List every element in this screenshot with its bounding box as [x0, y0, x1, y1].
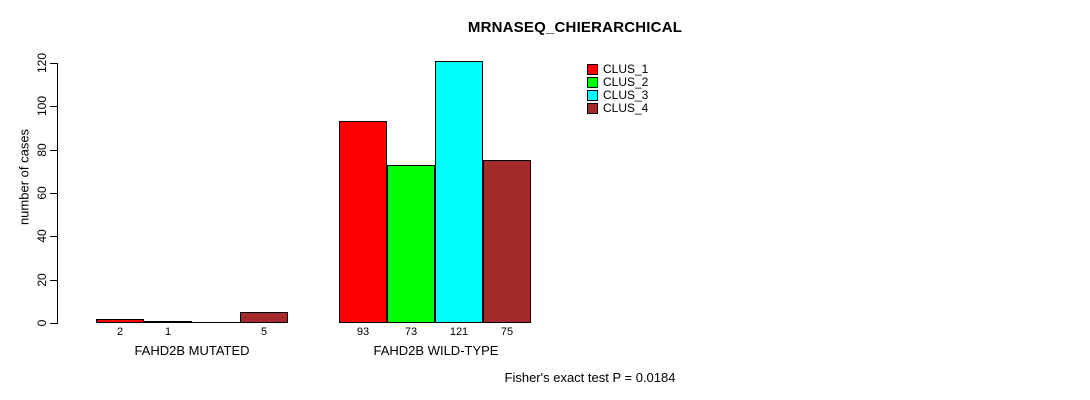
x-group-label-wild-type: FAHD2B WILD-TYPE	[373, 343, 499, 358]
bar-value-label: 5	[260, 326, 268, 338]
y-tick-label: 0	[35, 319, 49, 327]
bar-clus_4-group0	[240, 312, 288, 323]
y-tick-mark	[50, 150, 57, 151]
legend-swatch-icon	[587, 103, 598, 114]
y-tick-label: 80	[35, 143, 49, 157]
legend-item-clus_2: CLUS_2	[587, 76, 648, 89]
y-tick-mark	[50, 323, 57, 324]
legend-label: CLUS_3	[603, 88, 649, 102]
bar-value-label: 73	[404, 326, 418, 338]
legend-label: CLUS_2	[603, 75, 649, 89]
bar-value-label: 75	[500, 326, 514, 338]
bar-clus_4-group1	[483, 160, 531, 323]
bar-clus_1-group0	[96, 319, 144, 323]
legend-label: CLUS_4	[603, 101, 649, 115]
y-tick-mark	[50, 106, 57, 107]
legend-item-clus_4: CLUS_4	[587, 102, 648, 115]
bar-value-label: 2	[116, 326, 124, 338]
legend-label: CLUS_1	[603, 62, 649, 76]
legend-swatch-icon	[587, 77, 598, 88]
bar-clus_3-group1	[435, 61, 483, 323]
legend-swatch-icon	[587, 90, 598, 101]
y-tick-label: 20	[35, 273, 49, 287]
bar-value-label: 93	[356, 326, 370, 338]
chart-title: MRNASEQ_CHIERARCHICAL	[467, 19, 683, 36]
y-tick-label: 40	[35, 229, 49, 243]
bar-clus_2-group0	[144, 321, 192, 323]
bar-clus_2-group1	[387, 165, 435, 323]
y-axis-line	[57, 63, 58, 324]
y-axis-title: number of cases	[16, 128, 32, 226]
stat-annotation: Fisher's exact test P = 0.0184	[504, 370, 676, 385]
legend-item-clus_1: CLUS_1	[587, 63, 648, 76]
y-tick-mark	[50, 193, 57, 194]
legend: CLUS_1 CLUS_2 CLUS_3 CLUS_4	[587, 63, 648, 115]
y-tick-mark	[50, 63, 57, 64]
bar-value-label: 1	[164, 326, 172, 338]
y-tick-mark	[50, 280, 57, 281]
bar-clus_1-group1	[339, 121, 387, 323]
y-tick-label: 60	[35, 186, 49, 200]
bar-value-label: 121	[449, 326, 469, 338]
y-tick-mark	[50, 236, 57, 237]
legend-swatch-icon	[587, 64, 598, 75]
legend-item-clus_3: CLUS_3	[587, 89, 648, 102]
x-group-label-mutated: FAHD2B MUTATED	[134, 343, 250, 358]
bar-clus_3-group0-zero	[192, 322, 240, 323]
y-tick-label: 100	[35, 95, 49, 117]
y-tick-label: 120	[35, 52, 49, 74]
